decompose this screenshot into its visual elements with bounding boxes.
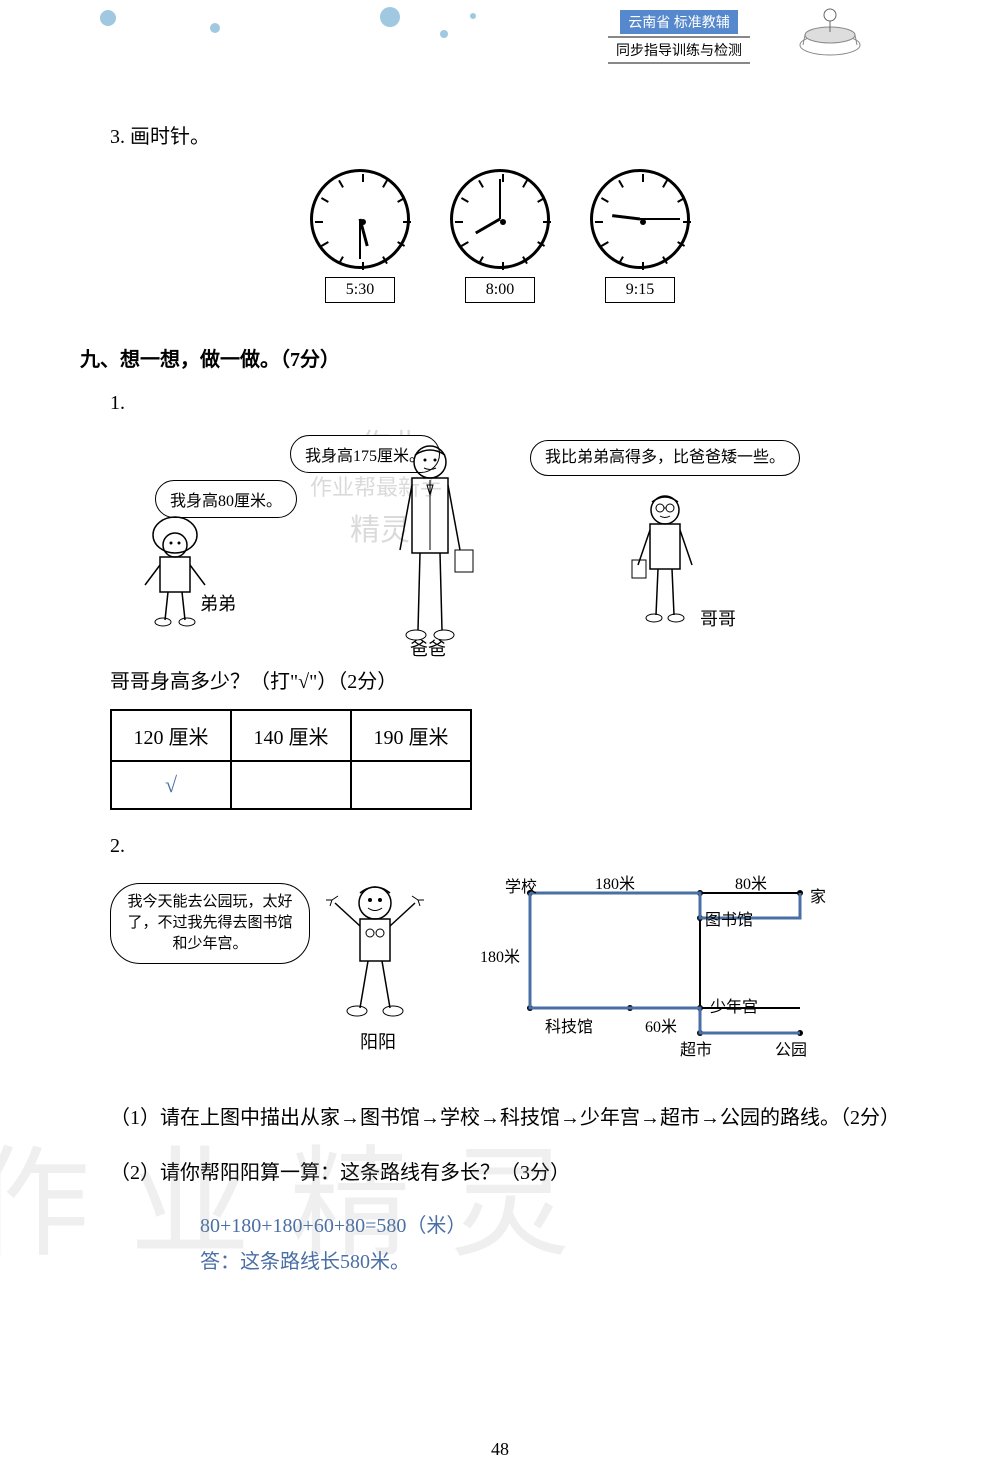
clock-2-time: 8:00 bbox=[465, 277, 535, 303]
answer-table: 120 厘米 140 厘米 190 厘米 √ bbox=[110, 709, 472, 810]
clock-2: 8:00 bbox=[450, 169, 550, 303]
map-tech: 科技馆 bbox=[545, 1013, 593, 1037]
map-library: 图书馆 bbox=[705, 906, 753, 930]
check-mark: √ bbox=[165, 772, 177, 797]
yangyang-figure bbox=[320, 878, 430, 1028]
people-scene: 作业 作业帮最新手 精灵 我身高80厘米。 我身高175厘米。 我比弟弟高得多，… bbox=[80, 425, 920, 655]
badge-subtitle: 同步指导训练与检测 bbox=[608, 36, 750, 64]
map-home: 家 bbox=[810, 883, 826, 907]
map-d2: 80米 bbox=[735, 870, 767, 894]
clock-1-time: 5:30 bbox=[325, 277, 395, 303]
stump-illustration bbox=[790, 0, 870, 60]
option-3: 190 厘米 bbox=[351, 710, 471, 761]
section-9-title: 九、想一想，做一做。（7分） bbox=[80, 343, 920, 372]
badge-title: 云南省 标准教辅 bbox=[620, 10, 738, 34]
q9-1-question: 哥哥身高多少？（打"√"）（2分） bbox=[110, 665, 920, 694]
clocks-container: 5:30 8:00 bbox=[80, 169, 920, 303]
map-school: 学校 bbox=[505, 873, 537, 897]
gege-speech: 我比弟弟高得多，比爸爸矮一些。 bbox=[530, 440, 800, 476]
q9-2-label: 2. bbox=[110, 835, 920, 858]
q9-1-label: 1. bbox=[110, 392, 920, 415]
yangyang-label: 阳阳 bbox=[360, 1028, 396, 1054]
gege-figure bbox=[620, 490, 710, 630]
answer-text: 答：这条路线长580米。 bbox=[200, 1244, 920, 1280]
decorative-dots bbox=[100, 5, 600, 35]
thought-bubble: 我今天能去公园玩，太好了，不过我先得去图书馆和少年宫。 bbox=[110, 883, 310, 964]
map-market: 超市 bbox=[680, 1036, 712, 1060]
page-number: 48 bbox=[491, 1439, 509, 1460]
q9-2-sub1: （1）请在上图中描出从家→图书馆→学校→科技馆→少年宫→超市→公园的路线。（2分… bbox=[110, 1107, 900, 1129]
question-3-title: 3. 画时针。 bbox=[110, 120, 920, 149]
map-area: 学校 家 图书馆 科技馆 少年宫 超市 公园 180米 80米 180米 60米 bbox=[500, 868, 900, 1048]
map-d3: 180米 bbox=[480, 943, 520, 967]
option-2: 140 厘米 bbox=[231, 710, 351, 761]
q9-2-scene: 我今天能去公园玩，太好了，不过我先得去图书馆和少年宫。 阳阳 bbox=[80, 868, 920, 1068]
option-1: 120 厘米 bbox=[111, 710, 231, 761]
answer-calculation: 80+180+180+60+80=580（米） bbox=[200, 1208, 920, 1244]
brother-label: 弟弟 bbox=[200, 590, 236, 616]
map-park: 公园 bbox=[775, 1036, 807, 1060]
map-youth: 少年宫 bbox=[710, 993, 758, 1017]
father-figure bbox=[380, 440, 480, 650]
q9-2-sub2: （2）请你帮阳阳算一算：这条路线有多长？（3分） bbox=[110, 1162, 570, 1184]
map-d4: 60米 bbox=[645, 1013, 677, 1037]
father-label: 爸爸 bbox=[410, 635, 446, 661]
map-d1: 180米 bbox=[595, 870, 635, 894]
clock-1: 5:30 bbox=[310, 169, 410, 303]
gege-label: 哥哥 bbox=[700, 605, 736, 631]
clock-3-time: 9:15 bbox=[605, 277, 675, 303]
clock-3: 9:15 bbox=[590, 169, 690, 303]
header-badge: 云南省 标准教辅 同步指导训练与检测 bbox=[608, 10, 750, 64]
